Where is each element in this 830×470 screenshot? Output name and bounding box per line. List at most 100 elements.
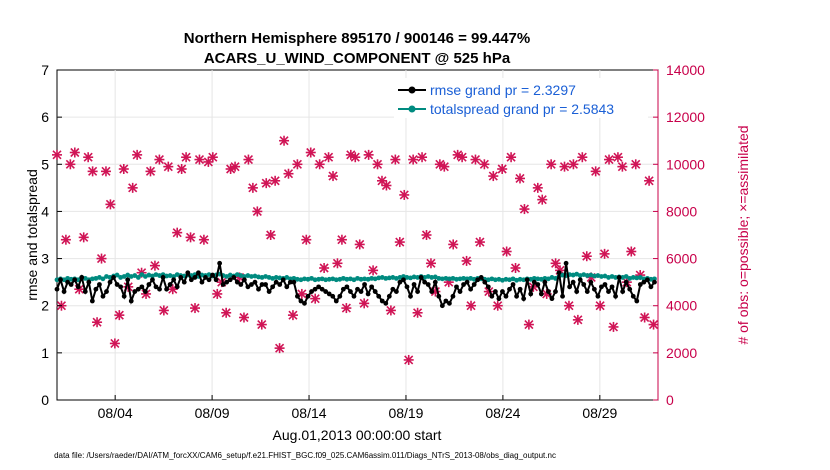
rmse-point	[418, 275, 424, 280]
obs-point	[408, 154, 419, 165]
obs-point	[243, 154, 254, 165]
totalspread-point	[630, 275, 636, 280]
left-tick-label: 5	[41, 156, 49, 172]
totalspread-point	[362, 276, 367, 282]
obs-point	[100, 166, 111, 177]
totalspread-point	[287, 276, 293, 282]
rmse-point	[249, 282, 254, 287]
x-axis: 08/04 08/09 08/14 08/19 08/24 08/29	[98, 395, 618, 421]
rmse-point	[464, 279, 470, 285]
obs-point	[207, 152, 218, 163]
rmse-point	[199, 279, 205, 285]
obs-point	[359, 298, 370, 309]
legend-rmse-marker	[408, 86, 416, 94]
obs-point	[519, 204, 530, 215]
obs-point	[336, 234, 347, 245]
rmse-point	[58, 277, 63, 283]
rmse-point	[415, 289, 420, 294]
rmse-point	[114, 282, 120, 287]
legend-box	[394, 78, 648, 118]
x-tick-label: 08/04	[98, 405, 133, 421]
obs-point	[212, 288, 223, 299]
obs-point	[283, 168, 294, 179]
right-tick-label: 4000	[666, 298, 697, 314]
obs-point	[523, 319, 534, 330]
obs-point	[479, 159, 490, 170]
obs-point	[328, 171, 339, 182]
obs-point	[572, 314, 583, 325]
rmse-point	[206, 277, 212, 283]
right-tick-label: 12000	[666, 109, 705, 125]
right-tick-label: 0	[666, 392, 674, 408]
rmse-point	[616, 275, 622, 280]
obs-point	[412, 307, 423, 318]
obs-point	[497, 164, 508, 174]
rmse-point	[620, 289, 626, 294]
rmse-point	[139, 284, 145, 290]
right-tick-label: 8000	[666, 203, 697, 219]
totalspread-point	[464, 276, 470, 282]
rmse-point	[82, 289, 88, 294]
rmse-point	[577, 277, 583, 283]
obs-point	[279, 135, 290, 146]
obs-point	[457, 152, 468, 163]
plot-area	[56, 69, 659, 401]
rmse-point	[284, 284, 290, 290]
obs-point	[65, 159, 76, 170]
totalspread-point	[542, 275, 548, 281]
rmse-point	[203, 275, 208, 280]
obs-point	[648, 319, 659, 330]
rmse-point	[256, 286, 261, 292]
chart-title-line1: Northern Hemisphere 895170 / 900146 = 99…	[184, 30, 530, 47]
rmse-point	[567, 284, 573, 290]
rmse-point	[489, 293, 495, 299]
x-tick-label: 08/19	[388, 405, 423, 421]
totalspread-point	[249, 274, 254, 279]
obs-point	[83, 152, 94, 163]
left-tick-label: 0	[41, 392, 49, 408]
rmse-point	[295, 293, 300, 299]
totalspread-point	[535, 276, 541, 282]
rmse-point	[333, 298, 339, 304]
left-tick-label: 3	[41, 251, 49, 267]
rmse-point	[355, 286, 360, 292]
rmse-point	[425, 282, 431, 287]
rmse-point	[273, 279, 279, 285]
rmse-point	[454, 284, 459, 290]
right-tick-label: 6000	[666, 251, 697, 267]
obs-point	[305, 147, 316, 158]
totalspread-point	[114, 272, 120, 278]
totalspread-point	[139, 272, 145, 277]
rmse-point	[461, 282, 466, 287]
obs-point	[87, 166, 98, 177]
rmse-point	[330, 293, 336, 299]
obs-point	[532, 182, 543, 193]
rmse-point	[644, 277, 650, 283]
obs-point	[270, 175, 281, 186]
obs-point	[132, 149, 143, 160]
rmse-point	[422, 279, 428, 285]
totalspread-point	[553, 275, 558, 281]
rmse-point	[128, 298, 134, 304]
grid-lines	[57, 70, 658, 400]
rmse-point	[125, 277, 131, 283]
rmse-point	[383, 300, 389, 306]
rmse-point	[153, 284, 159, 290]
totalspread-point	[623, 274, 629, 279]
rmse-point	[549, 296, 555, 302]
rmse-point	[263, 282, 268, 287]
rmse-point	[100, 293, 106, 299]
rmse-point	[302, 300, 307, 306]
left-y-axis: 0 1 2 3 4 5 6 7	[41, 62, 62, 408]
totalspread-point	[333, 277, 339, 283]
rmse-point	[234, 279, 240, 285]
obs-point	[301, 234, 312, 245]
rmse-point	[485, 284, 491, 290]
rmse-point	[447, 300, 452, 306]
rmse-point	[121, 293, 127, 299]
rmse-point	[146, 282, 152, 287]
rmse-point	[553, 289, 558, 294]
obs-point	[639, 312, 650, 323]
x-tick-label: 08/29	[582, 405, 617, 421]
obs-point	[506, 152, 517, 163]
